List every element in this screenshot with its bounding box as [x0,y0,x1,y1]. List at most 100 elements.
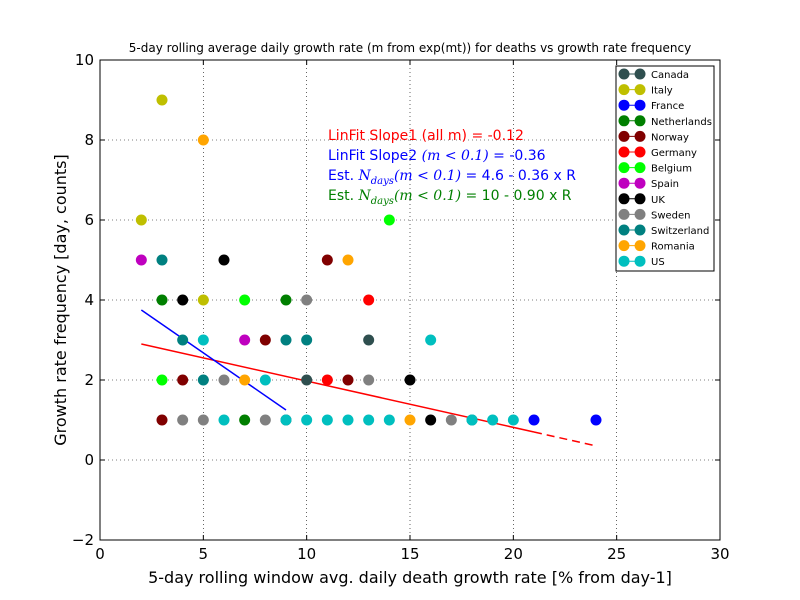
legend-marker [634,146,646,158]
x-tick-label: 30 [710,545,729,563]
data-point [259,334,271,346]
data-point [301,334,313,346]
data-point [259,374,271,386]
legend-marker [618,146,630,158]
legend-marker [634,162,646,174]
legend-label: Norway [651,132,689,143]
data-point [156,94,168,106]
legend-box [615,65,715,272]
x-tick-label: 10 [297,545,316,563]
data-point [383,414,395,426]
data-point [321,254,333,266]
data-point [363,294,375,306]
data-point [218,414,230,426]
data-point [177,374,189,386]
legend-label: Canada [651,70,689,81]
data-point [280,294,292,306]
data-point [280,334,292,346]
x-tick-label: 25 [607,545,626,563]
data-point [239,294,251,306]
data-point [259,414,271,426]
y-tick-label: 8 [84,131,94,149]
legend-marker [634,115,646,127]
data-point [321,414,333,426]
y-tick-label: 4 [84,291,94,309]
data-point [177,334,189,346]
data-point [156,254,168,266]
legend-marker [618,84,630,96]
legend-label: Romania [651,242,695,253]
fit-annotations: LinFit Slope1 (all m) = -0.12 LinFit Slo… [328,128,576,207]
data-point [197,294,209,306]
legend-marker [618,224,630,236]
fit-line-slope2 [140,309,287,411]
data-point [301,414,313,426]
data-point [445,414,457,426]
data-point [280,414,292,426]
annotation-est-blue: Est. Ndays(m < 0.1) = 4.6 - 0.36 x R [328,168,576,187]
legend-marker [634,84,646,96]
data-point [425,414,437,426]
data-point [363,374,375,386]
data-point [528,414,540,426]
data-point [404,414,416,426]
legend-marker [618,208,630,220]
data-point [363,414,375,426]
y-tick-label: 10 [75,51,94,69]
legend-marker [618,193,630,205]
x-tick-label: 15 [400,545,419,563]
legend-marker [618,240,630,252]
legend-marker [618,255,630,267]
data-point [239,334,251,346]
y-tick-label: −2 [72,531,94,549]
data-point [507,414,519,426]
data-point [466,414,478,426]
data-point [342,374,354,386]
data-point [135,214,147,226]
legend-marker [634,240,646,252]
legend-label: US [651,257,665,268]
data-point [342,254,354,266]
data-point [156,294,168,306]
legend-marker [618,177,630,189]
legend-marker [634,193,646,205]
data-point [197,334,209,346]
legend-marker [634,177,646,189]
legend-marker [618,99,630,111]
x-tick-label: 20 [504,545,523,563]
legend-marker [634,224,646,236]
x-tick-label: 5 [199,545,209,563]
data-point [301,294,313,306]
legend-label: UK [651,195,665,206]
data-point [487,414,499,426]
legend: Canada Italy France Netherlands Norway German… [615,65,715,272]
x-tick-label: 0 [95,545,105,563]
legend-marker [634,255,646,267]
data-point [363,334,375,346]
legend-label: Netherlands [651,117,712,128]
annotation-slope1: LinFit Slope1 (all m) = -0.12 [328,128,524,144]
data-point [404,374,416,386]
legend-label: Spain [651,179,679,190]
legend-marker [618,115,630,127]
legend-marker [634,99,646,111]
data-point [218,374,230,386]
data-point [177,294,189,306]
legend-marker [634,208,646,220]
data-point [321,374,333,386]
data-point [342,414,354,426]
annotation-slope2: LinFit Slope2 (m < 0.1) = -0.36 [328,148,546,164]
legend-label: France [651,101,684,112]
data-point [197,414,209,426]
data-points [135,94,602,426]
data-point [135,254,147,266]
data-point [425,334,437,346]
legend-marker [634,130,646,142]
legend-marker [634,68,646,80]
legend-marker [618,130,630,142]
legend-marker [618,68,630,80]
data-point [156,374,168,386]
data-point [590,414,602,426]
